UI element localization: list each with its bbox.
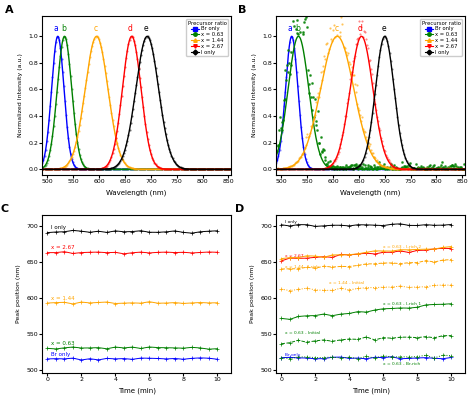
Text: D: D — [235, 204, 244, 214]
Text: x = 1.44: x = 1.44 — [51, 296, 74, 301]
Text: x = 1.44 - Initial: x = 1.44 - Initial — [329, 281, 364, 285]
Text: x = 0.63 - I-rich 2: x = 0.63 - I-rich 2 — [383, 245, 421, 249]
Y-axis label: Peak position (nm): Peak position (nm) — [16, 265, 21, 324]
Text: x = 0.63: x = 0.63 — [51, 341, 74, 346]
Text: x = 2.67: x = 2.67 — [285, 254, 303, 258]
Text: B: B — [238, 5, 247, 15]
Text: e: e — [144, 24, 148, 33]
Text: c: c — [334, 24, 338, 33]
Text: Br only: Br only — [285, 353, 300, 357]
Text: I only: I only — [51, 225, 66, 230]
Text: A: A — [5, 5, 13, 15]
Text: x = 0.63 - Initial: x = 0.63 - Initial — [285, 331, 320, 335]
Text: a: a — [54, 24, 59, 33]
Text: b: b — [61, 24, 66, 33]
Text: b: b — [295, 24, 300, 33]
Y-axis label: Normalized Intensity (a.u.): Normalized Intensity (a.u.) — [252, 54, 256, 138]
Text: x = 0.63 - I-rich 1: x = 0.63 - I-rich 1 — [383, 302, 421, 306]
Text: x = 1.44 - I-rich: x = 1.44 - I-rich — [285, 265, 319, 269]
Text: C: C — [1, 204, 9, 214]
Text: x = 2.67: x = 2.67 — [51, 246, 74, 250]
Y-axis label: Normalized Intensity (a.u.): Normalized Intensity (a.u.) — [18, 54, 23, 138]
Text: Br only: Br only — [51, 352, 70, 357]
Text: d: d — [128, 24, 133, 33]
Text: a: a — [288, 24, 292, 33]
Text: c: c — [93, 24, 98, 33]
Legend: Br only, x = 0.63, x = 1.44, x = 2.67, I only: Br only, x = 0.63, x = 1.44, x = 2.67, I… — [186, 19, 228, 56]
X-axis label: Wavelength (nm): Wavelength (nm) — [107, 189, 167, 196]
Text: e: e — [382, 24, 386, 33]
Legend: Br only, x = 0.63, x = 1.44, x = 2.67, I only: Br only, x = 0.63, x = 1.44, x = 2.67, I… — [420, 19, 462, 56]
Text: I only: I only — [285, 220, 297, 224]
Text: x = 0.63 - Br-rich: x = 0.63 - Br-rich — [383, 362, 420, 366]
Text: d: d — [357, 24, 363, 33]
X-axis label: Time (min): Time (min) — [352, 388, 390, 394]
X-axis label: Wavelength (nm): Wavelength (nm) — [340, 189, 401, 196]
Y-axis label: Peak position (nm): Peak position (nm) — [250, 265, 255, 324]
X-axis label: Time (min): Time (min) — [118, 388, 155, 394]
